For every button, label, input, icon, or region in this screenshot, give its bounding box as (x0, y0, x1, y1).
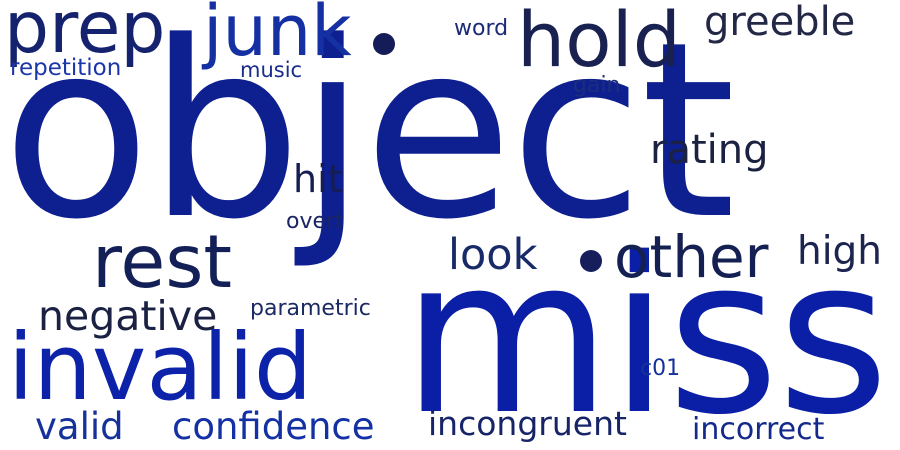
word-look: look (448, 230, 538, 280)
word-hold: hold (517, 0, 682, 84)
word-overt: overt (286, 209, 344, 234)
dot-before-other (580, 250, 602, 272)
word-other: other (614, 223, 769, 291)
dot-after-junk (373, 33, 395, 55)
word-c01: c01 (640, 356, 681, 381)
word-invalid: invalid (8, 314, 313, 421)
word-greeble: greeble (704, 0, 856, 45)
word-valid: valid (35, 405, 124, 448)
word-parametric: parametric (250, 296, 371, 321)
word-confidence: confidence (172, 405, 375, 448)
word-rating: rating (650, 127, 769, 173)
word-hit: hit (293, 157, 343, 201)
word-object: object (2, 0, 736, 273)
word-music: music (240, 58, 303, 82)
word-miss: miss (402, 211, 889, 450)
word-incongruent: incongruent (428, 404, 627, 443)
word-rest: rest (92, 220, 232, 305)
word-word: word (454, 16, 509, 41)
word-incorrect: incorrect (692, 412, 825, 447)
word-high: high (797, 229, 883, 274)
word-gain: gain (573, 73, 621, 98)
word-negative: negative (38, 292, 218, 340)
word-junk: junk (203, 0, 352, 72)
word-repetition: repetition (10, 55, 122, 81)
word-prep: prep (4, 0, 166, 69)
